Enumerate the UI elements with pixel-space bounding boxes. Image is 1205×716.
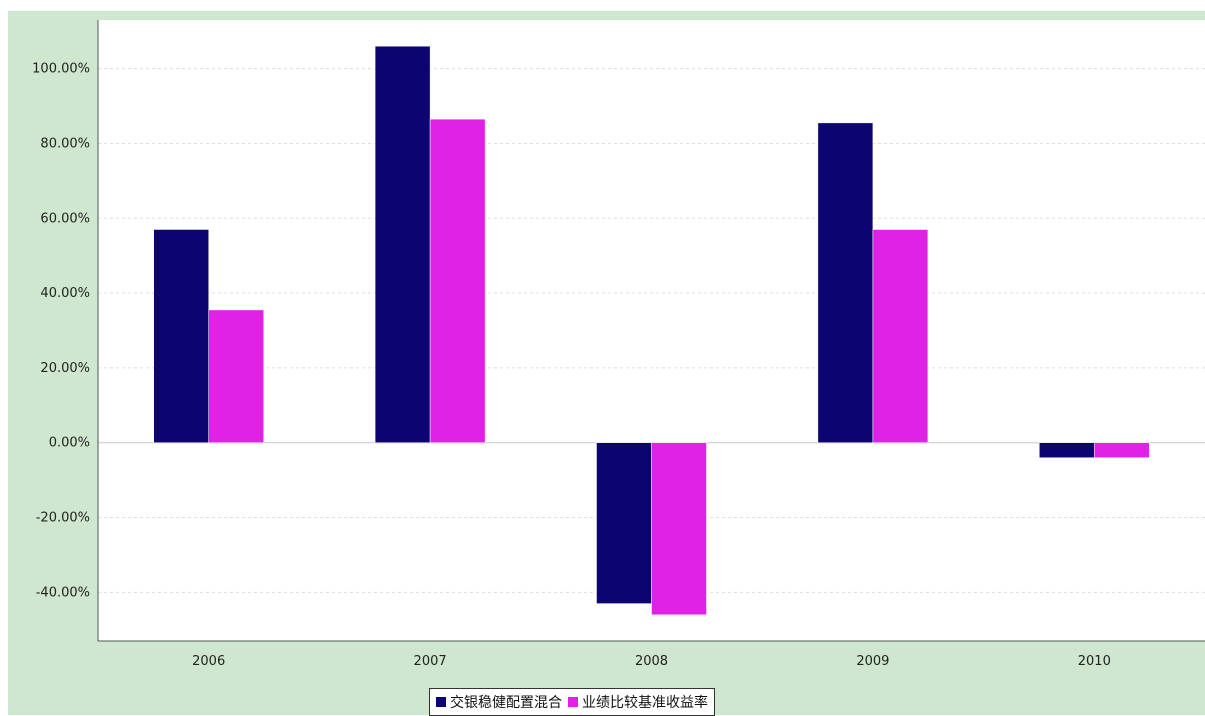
x-tick-label: 2007 xyxy=(414,654,447,669)
bar-fund-2009 xyxy=(817,122,874,443)
bar-benchmark-2007 xyxy=(429,118,486,443)
x-tick-labels: 2006 2007 2008 2009 2010 xyxy=(192,654,1111,669)
legend-item-fund: 交银稳健配置混合 xyxy=(436,692,562,712)
x-tick-label: 2006 xyxy=(192,654,225,669)
legend-item-benchmark: 业绩比较基准收益率 xyxy=(568,692,708,712)
bar-fund-2010 xyxy=(1039,442,1095,458)
legend-swatch-fund xyxy=(436,697,446,707)
y-tick-label: 40.00% xyxy=(40,286,90,301)
y-tick-label: -20.00% xyxy=(36,511,90,526)
bar-fund-2006 xyxy=(153,229,209,443)
y-tick-label: 60.00% xyxy=(40,211,90,226)
bar-benchmark-2008 xyxy=(651,442,707,616)
y-tick-label: 0.00% xyxy=(49,436,90,451)
x-tick-label: 2010 xyxy=(1078,654,1111,669)
legend: 交银稳健配置混合 业绩比较基准收益率 xyxy=(429,688,715,716)
legend-label-benchmark: 业绩比较基准收益率 xyxy=(582,695,708,711)
legend-swatch-benchmark xyxy=(568,697,578,707)
bar-benchmark-2006 xyxy=(208,309,264,443)
x-tick-label: 2009 xyxy=(856,654,889,669)
y-tick-label: 100.00% xyxy=(32,62,90,77)
axes xyxy=(97,20,1205,642)
x-tick-label: 2008 xyxy=(635,654,668,669)
legend-label-fund: 交银稳健配置混合 xyxy=(450,695,562,711)
bar-benchmark-2009 xyxy=(872,229,929,443)
bar-fund-2007 xyxy=(374,45,431,443)
bars xyxy=(153,45,1150,616)
bar-benchmark-2010 xyxy=(1094,442,1150,458)
bar-fund-2008 xyxy=(596,442,652,604)
y-tick-label: 20.00% xyxy=(40,361,90,376)
y-tick-label: 80.00% xyxy=(40,136,90,151)
y-tick-labels: -40.00% -20.00% 0.00% 20.00% 40.00% 60.00% 80.… xyxy=(32,62,90,601)
y-tick-label: -40.00% xyxy=(36,585,90,600)
